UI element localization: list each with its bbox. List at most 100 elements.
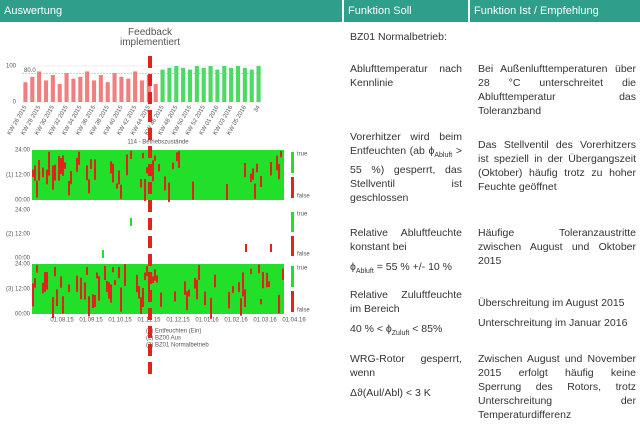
bar: [105, 82, 110, 102]
legend-label: false: [297, 308, 310, 314]
heatmap-cell: [54, 164, 56, 181]
heatmap-cell: [260, 298, 262, 305]
heatmap-cell: [252, 168, 254, 180]
text: Bei Außenlufttemperaturen über 28 °C unt…: [478, 63, 636, 117]
heatmap-cell: [90, 159, 92, 169]
paragraph: Zwischen August und November 2015 erfolg…: [478, 352, 636, 422]
legend-false: [291, 291, 294, 312]
heatmap-cell: [144, 179, 146, 201]
subscript: Abluft: [355, 268, 374, 276]
text: Ablufttemperatur nach Kennlinie: [350, 63, 462, 89]
heatmap-cell: [104, 265, 106, 281]
paragraph: Relative Zuluftfeuchte im Bereich: [350, 288, 462, 316]
heatmap-cell: [60, 276, 62, 288]
heatmap-cell: [270, 162, 272, 176]
heatmap-cell: [120, 287, 122, 312]
text: WRG-Rotor gesperrt, wenn: [350, 353, 462, 379]
y-tick-label: 24:00: [15, 208, 31, 214]
heatmap-cell: [164, 176, 166, 191]
header-cell: Auswertung: [0, 0, 344, 22]
x-tick-label: 01.08.15: [50, 318, 74, 324]
soll-cell: Relative Abluftfeuchte konstant bei ϕAblu…: [350, 226, 462, 285]
paragraph: BZ01 Normalbetrieb:: [350, 30, 462, 44]
heatmap-cell: [118, 267, 120, 279]
heatmap-cell: [186, 291, 188, 311]
heatmap-cell: [130, 150, 132, 159]
heatmap-cell: [240, 298, 242, 316]
heatmap-cell: [278, 294, 280, 314]
heatmap-cell: [32, 169, 34, 177]
paragraph: Häufige Toleranzaustritte zwischen Augus…: [478, 226, 636, 268]
heatmap-cell: [114, 280, 116, 286]
heatmap-cell: [174, 291, 176, 302]
heatmap-cell: [80, 277, 82, 300]
heatmap-cell: [58, 155, 60, 181]
heatmap-cell: [70, 171, 72, 185]
heatmap-cell: [238, 282, 240, 292]
heatmap-cell: [86, 267, 88, 275]
bar: [139, 80, 145, 102]
heatmap-cell: [250, 268, 252, 274]
heatmap-cell: [268, 281, 270, 287]
note: (2) BZ00 Aus: [146, 336, 181, 342]
heatmap-cell: [146, 265, 148, 277]
text: > 55 %) gesperrt, das Stellventil ist ge…: [350, 145, 462, 205]
note: (1) Entfeuchten (Ein): [146, 329, 201, 335]
heatmap-cell: [36, 265, 38, 273]
heatmap-cell: [56, 289, 58, 307]
text: 40 % < ϕ: [350, 323, 392, 335]
y-tick-label: 100: [6, 64, 17, 70]
bar: [187, 69, 193, 102]
heatmap-cell: [204, 291, 206, 306]
text: Das Stellventil des Vorerhitzers ist spe…: [478, 139, 636, 193]
note: (3) BZ01 Normalbetrieb: [146, 343, 209, 349]
heatmap-cell: [76, 275, 78, 292]
heatmap-cell: [250, 173, 252, 183]
heatmap-cell: [34, 278, 36, 288]
y-tick-label: 24:00: [15, 262, 31, 268]
legend-false: [291, 236, 294, 256]
legend-false: [291, 177, 294, 198]
bar: [23, 82, 28, 102]
heatmap-cell: [64, 162, 66, 169]
paragraph: Δϑ(Aul/Abl) < 3 K: [350, 386, 462, 400]
heatmap-cell: [242, 272, 244, 297]
paragraph: Ablufttemperatur nach Kennlinie: [350, 62, 462, 90]
heatmap-cell: [142, 152, 144, 159]
heatmap-cell: [52, 297, 54, 319]
bar: [112, 73, 117, 102]
x-tick-label: 01.10.15: [108, 318, 132, 324]
legend-label: false: [297, 252, 310, 258]
heatmap-cell: [36, 180, 38, 198]
heatmap-cell: [76, 157, 78, 172]
heatmap-cell: [116, 183, 118, 189]
heatmap-cell: [176, 152, 178, 162]
heatmap-cell: [136, 274, 138, 293]
heatmap-cell: [232, 286, 234, 293]
heatmap-cell: [226, 184, 228, 201]
ist-cell: Zwischen August und November 2015 erfolg…: [478, 352, 636, 428]
heatmap-cell: [130, 218, 132, 226]
bar: [98, 75, 103, 102]
heatmap-cell: [254, 183, 256, 199]
heatmap-cell: [278, 164, 280, 180]
soll-cell: Ablufttemperatur nach Kennlinie: [350, 62, 462, 96]
y-tick-label: 00:00: [15, 256, 31, 262]
text: < 85%: [409, 323, 443, 335]
paragraph: 40 % < ϕZuluft < 85%: [350, 322, 462, 341]
heatmap-cell: [280, 150, 282, 158]
heatmap-cell: [88, 296, 90, 317]
heatmap-cell: [140, 297, 142, 315]
text: Δϑ(Aul/Abl) < 3 K: [350, 387, 431, 399]
heatmap-cell: [42, 167, 44, 178]
subscript: Abluft: [434, 152, 453, 160]
x-tick-label: 01.03.16: [253, 318, 277, 324]
heatmap-cell: [112, 267, 114, 273]
heatmap-cell: [96, 272, 98, 279]
ist-cell: Das Stellventil des Vorerhitzers ist spe…: [478, 138, 636, 200]
legend-label: false: [297, 194, 310, 200]
heatmap-cell: [78, 151, 80, 165]
bar: [249, 69, 254, 102]
heatmap-cell: [126, 154, 128, 176]
